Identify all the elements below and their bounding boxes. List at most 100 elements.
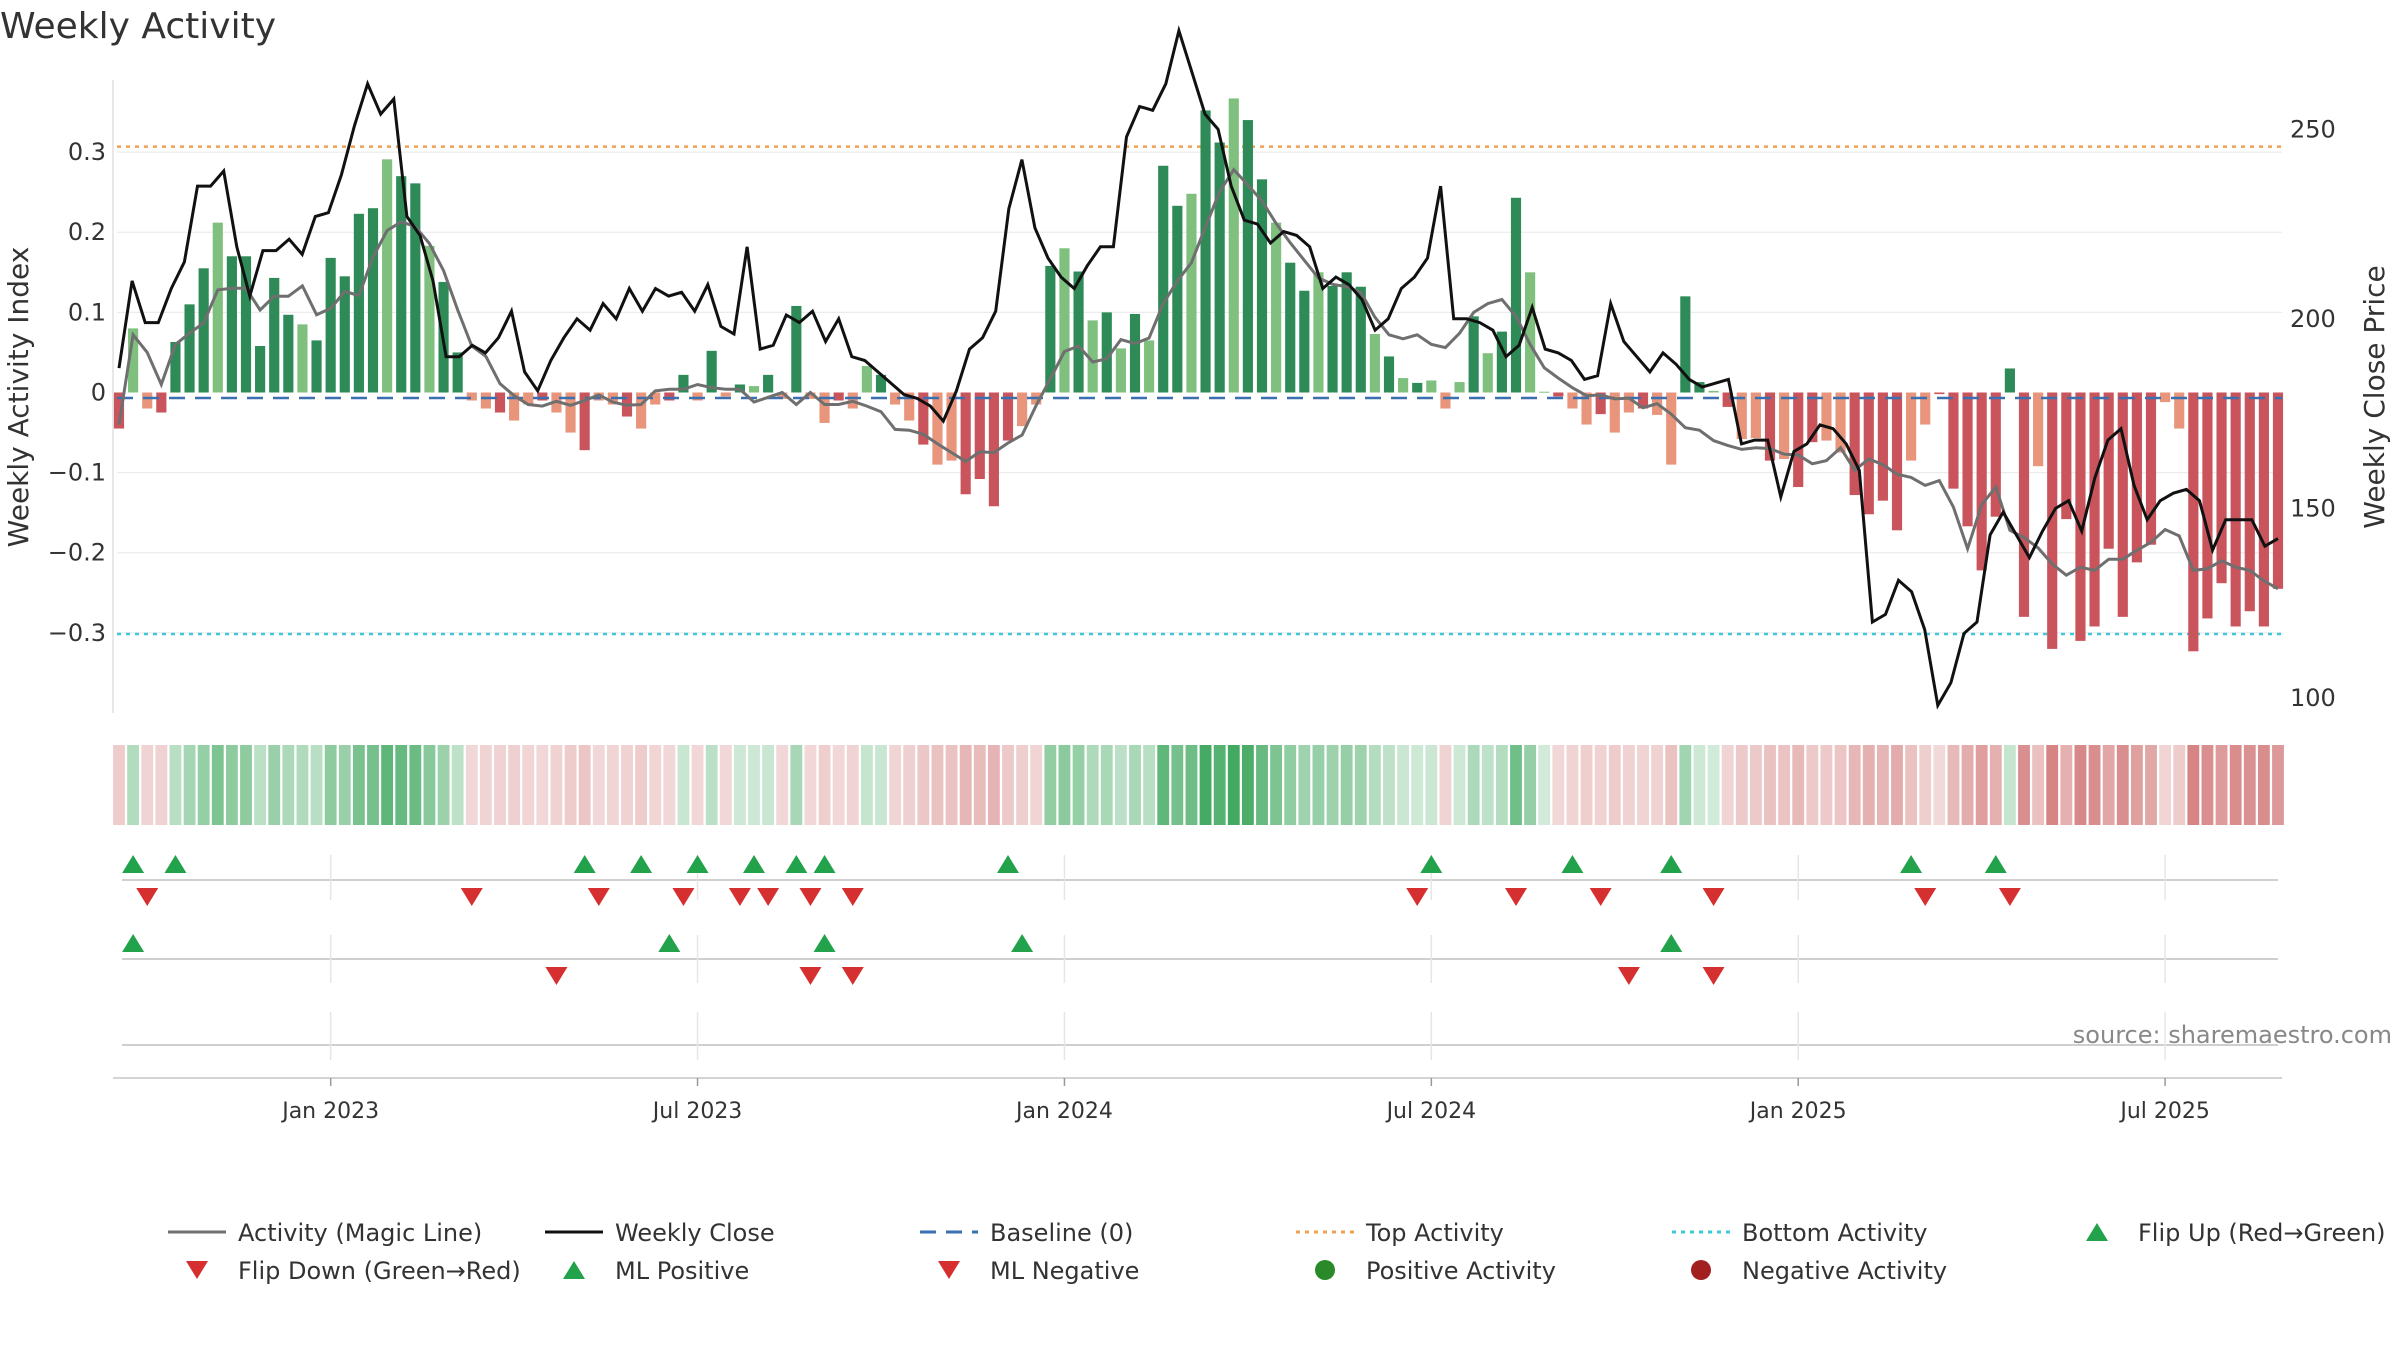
left-tick-label: −0.2 <box>48 539 106 567</box>
heat-cell <box>1524 745 1537 825</box>
heat-cell <box>860 745 873 825</box>
heat-cell <box>1340 745 1353 825</box>
heat-cell <box>973 745 986 825</box>
heat-cell <box>197 745 210 825</box>
flip-down-marker <box>1505 888 1527 906</box>
activity-bar <box>113 392 125 429</box>
activity-bar <box>1779 392 1790 459</box>
right-tick-label: 100 <box>2290 684 2336 712</box>
heat-cell <box>2229 745 2242 825</box>
weekly-close-series <box>117 25 2279 710</box>
activity-bar <box>184 304 195 393</box>
heat-cell <box>1072 745 1085 825</box>
activity-bar <box>2089 392 2100 627</box>
activity-bar <box>226 256 237 393</box>
activity-bar <box>1581 392 1592 425</box>
flip-up-marker <box>997 855 1019 873</box>
heat-cell <box>1467 745 1480 825</box>
heat-cell <box>2173 745 2186 825</box>
activity-bar <box>170 342 181 393</box>
heat-cell <box>2201 745 2214 825</box>
heat-cell <box>310 745 323 825</box>
activity-bar <box>1398 378 1409 393</box>
flip-down-marker <box>799 888 822 906</box>
heat-cell <box>1721 745 1734 825</box>
x-axis-ticks: Jan 2023 Jul 2023 Jan 2024 Jul 2024 Jan 2025… <box>280 1078 2210 1124</box>
activity-bar <box>1200 110 1211 393</box>
right-tick-label: 250 <box>2290 115 2336 143</box>
heat-cell <box>2102 745 2115 825</box>
heat-cell <box>564 745 577 825</box>
activity-bar <box>1821 392 1832 441</box>
flip-down-marker <box>1998 888 2021 906</box>
flip-down-marker <box>728 888 751 906</box>
heat-cell <box>1270 745 1283 825</box>
activity-bar <box>1341 272 1352 393</box>
heat-cell <box>338 745 351 825</box>
x-tick-label: Jan 2024 <box>1014 1099 1113 1124</box>
heat-cell <box>959 745 972 825</box>
activity-bar <box>1595 392 1606 415</box>
left-axis-label: Weekly Activity Index <box>2 247 35 548</box>
activity-bar <box>861 366 872 393</box>
heat-cell <box>2145 745 2157 825</box>
left-tick-label: −0.3 <box>48 619 106 647</box>
heat-cell <box>1241 745 1254 825</box>
activity-bar <box>1158 165 1169 393</box>
heat-cell <box>1199 745 1212 825</box>
activity-bar <box>1920 392 1931 425</box>
heat-cell <box>2159 745 2172 825</box>
legend-label: ML Positive <box>615 1257 749 1285</box>
activity-bar <box>974 392 985 480</box>
activity-bar <box>240 256 252 393</box>
signal-markers <box>122 855 2021 985</box>
heat-cell <box>945 745 958 825</box>
activity-bar <box>1383 356 1395 393</box>
activity-bar <box>1793 392 1804 488</box>
heat-cell <box>1213 745 1226 825</box>
right-axis-label: Weekly Close Price <box>2358 265 2391 528</box>
flip-up-marker <box>630 855 653 873</box>
heat-cell <box>1411 745 1424 825</box>
heat-cell <box>875 745 887 825</box>
activity-bar <box>1355 286 1366 393</box>
activity-bar <box>410 183 421 393</box>
heat-cell <box>606 745 619 825</box>
heat-cell <box>1651 745 1664 825</box>
legend-swatch <box>1691 1260 1711 1280</box>
heat-cell <box>1905 745 1918 825</box>
heat-cell <box>1891 745 1903 825</box>
activity-bar <box>2202 392 2213 619</box>
activity-bar <box>1482 353 1493 393</box>
legend-item: Bottom Activity <box>1672 1219 1927 1247</box>
activity-bar <box>1242 120 1253 393</box>
activity-bar <box>763 374 774 393</box>
activity-bar <box>424 245 435 393</box>
legend-item: Baseline (0) <box>920 1219 1133 1247</box>
activity-bar <box>2272 392 2284 589</box>
flip-up-marker <box>686 855 709 873</box>
heat-cell <box>409 745 422 825</box>
ml-negative-marker <box>545 967 568 985</box>
heat-cell <box>1792 745 1805 825</box>
heat-cell <box>917 745 930 825</box>
heat-cell <box>1354 745 1367 825</box>
flip-down-marker <box>757 888 780 906</box>
heat-cell <box>465 745 478 825</box>
activity-bar <box>523 392 534 405</box>
heat-cell <box>705 745 718 825</box>
heat-cell <box>1171 745 1184 825</box>
activity-bar <box>748 386 760 393</box>
heat-cell <box>2074 745 2087 825</box>
heat-cell <box>2130 745 2143 825</box>
heat-cell <box>324 745 337 825</box>
flip-down-marker <box>460 888 483 906</box>
activity-bar <box>988 392 999 507</box>
activity-bar <box>2174 392 2185 429</box>
heat-cell <box>2116 745 2129 825</box>
flip-down-marker <box>1589 888 1612 906</box>
magic-line-series <box>117 167 2279 591</box>
activity-bar <box>1609 392 1620 433</box>
heat-cell <box>832 745 845 825</box>
